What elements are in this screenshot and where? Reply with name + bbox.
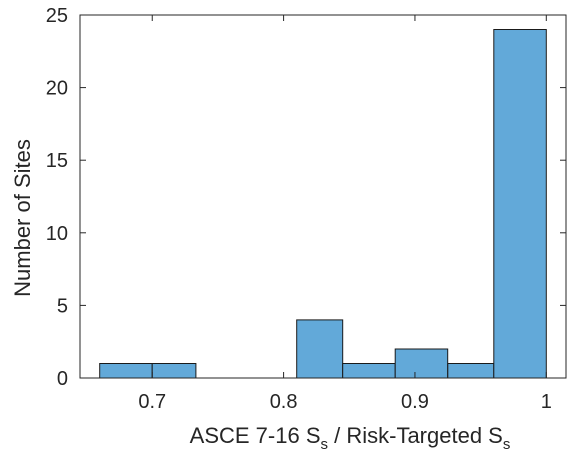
- histogram-bar-8: [493, 29, 547, 379]
- y-tick-label: 0: [57, 368, 68, 390]
- histogram-bar-0: [99, 363, 153, 379]
- x-axis-label-sub1: s: [321, 436, 329, 453]
- histogram-bar-4: [296, 319, 344, 379]
- histogram-bars: [99, 29, 547, 379]
- histogram-bar-6: [394, 348, 449, 379]
- histogram-bar-7: [447, 363, 495, 379]
- y-tick-label: 25: [46, 5, 68, 27]
- y-tick-label: 10: [46, 223, 68, 245]
- x-axis-label: ASCE 7-16 Ss / Risk-Targeted Ss: [190, 423, 511, 453]
- plot-box: [79, 14, 567, 379]
- axes: [79, 14, 567, 379]
- y-tick-label: 15: [46, 150, 68, 172]
- x-axis-label-part2: / Risk-Targeted S: [328, 423, 503, 448]
- x-ticks: 0.7 0.8 0.9 1: [138, 15, 552, 413]
- y-axis-label: Number of Sites: [10, 139, 35, 297]
- histogram-bar-1: [151, 363, 197, 379]
- x-axis-label-part1: ASCE 7-16 S: [190, 423, 321, 448]
- y-tick-label: 5: [57, 295, 68, 317]
- x-tick-label: 1: [541, 391, 552, 413]
- x-tick-label: 0.7: [138, 391, 166, 413]
- x-tick-label: 0.9: [401, 391, 429, 413]
- histogram-bar-5: [342, 363, 396, 379]
- y-tick-label: 20: [46, 78, 68, 100]
- y-ticks: 0 5 10 15 20 25: [46, 5, 566, 390]
- x-axis-label-sub2: s: [503, 436, 511, 453]
- x-tick-label: 0.8: [270, 391, 298, 413]
